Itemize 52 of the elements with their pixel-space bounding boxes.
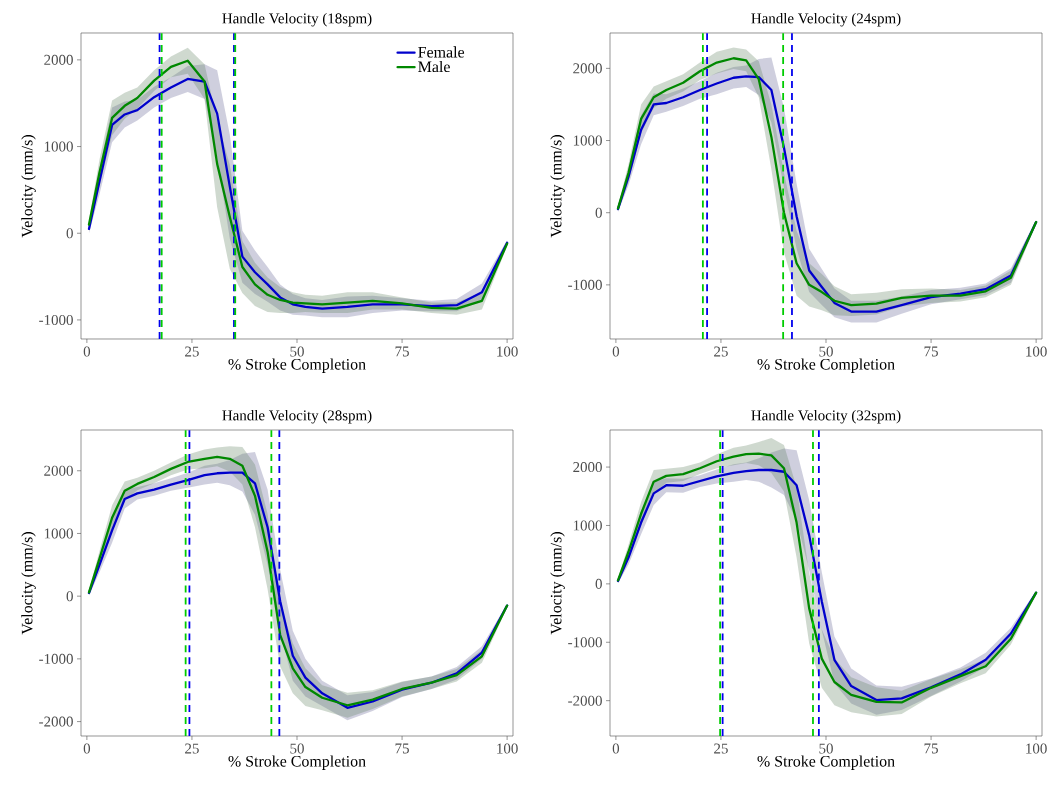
x-axis-title: % Stroke Completion <box>757 358 895 373</box>
x-axis-title: % Stroke Completion <box>757 755 895 770</box>
y-tick-label: 0 <box>66 591 73 602</box>
x-tick-label: 100 <box>497 346 518 357</box>
x-tick-label: 50 <box>290 346 304 357</box>
x-axis-title: % Stroke Completion <box>228 358 366 373</box>
x-tick-label: 25 <box>185 346 199 357</box>
x-tick-label: 25 <box>714 346 728 357</box>
x-tick-label: 50 <box>290 743 304 754</box>
x-tick-label: 50 <box>819 346 833 357</box>
y-tick-label: 2000 <box>573 462 602 473</box>
y-axis-title: Velocity (mm/s) <box>550 135 565 238</box>
x-tick-label: 75 <box>395 346 409 357</box>
y-axis-title: Velocity (mm/s) <box>21 135 36 238</box>
x-tick-label: 25 <box>714 743 728 754</box>
x-axis-title: % Stroke Completion <box>228 755 366 770</box>
y-tick-label: 2000 <box>573 63 602 74</box>
y-tick-label: 2000 <box>44 465 73 476</box>
y-tick-label: -1000 <box>39 314 73 325</box>
chart-title: Handle Velocity (28spm) <box>222 409 372 424</box>
y-axis-title: Velocity (mm/s) <box>550 532 565 635</box>
y-tick-label: -2000 <box>568 695 602 706</box>
y-tick-label: 0 <box>66 228 73 239</box>
y-tick-label: -1000 <box>568 279 602 290</box>
y-tick-label: -1000 <box>39 653 73 664</box>
chart-title: Handle Velocity (32spm) <box>751 409 901 424</box>
x-tick-label: 0 <box>83 743 91 754</box>
y-tick-label: 1000 <box>573 135 602 146</box>
chart-title: Handle Velocity (18spm) <box>222 12 372 27</box>
y-tick-label: -1000 <box>568 637 602 648</box>
y-tick-label: -2000 <box>39 716 73 727</box>
x-tick-label: 75 <box>924 743 938 754</box>
legend-label: Female <box>418 46 465 58</box>
y-tick-label: 0 <box>595 578 602 589</box>
x-tick-label: 100 <box>1026 346 1047 357</box>
x-tick-label: 100 <box>497 743 518 754</box>
chart-title: Handle Velocity (24spm) <box>751 12 901 27</box>
y-tick-label: 1000 <box>44 141 73 152</box>
y-tick-label: 1000 <box>44 528 73 539</box>
x-tick-label: 25 <box>185 743 199 754</box>
y-tick-label: 1000 <box>573 520 602 531</box>
y-tick-label: 2000 <box>44 54 73 65</box>
x-tick-label: 75 <box>395 743 409 754</box>
y-axis-title: Velocity (mm/s) <box>21 532 36 635</box>
x-tick-label: 0 <box>83 346 91 357</box>
x-tick-label: 75 <box>924 346 938 357</box>
x-tick-label: 100 <box>1026 743 1047 754</box>
x-tick-label: 0 <box>612 346 620 357</box>
x-tick-label: 0 <box>612 743 620 754</box>
legend-label: Male <box>418 60 450 73</box>
x-tick-label: 50 <box>819 743 833 754</box>
y-tick-label: 0 <box>595 207 602 218</box>
